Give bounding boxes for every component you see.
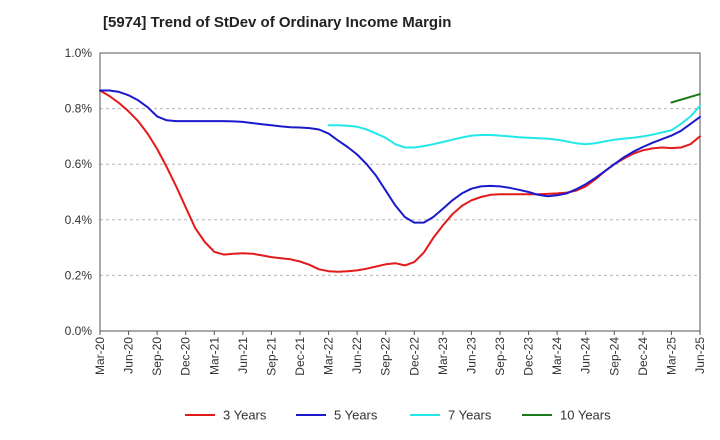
- y-tick-label: 0.8%: [65, 102, 93, 116]
- series-line-10-years: [670, 93, 701, 104]
- x-tick-label: Sep-22: [379, 337, 393, 376]
- x-tick-label: Mar-20: [93, 337, 107, 375]
- y-tick-label: 0.4%: [65, 213, 93, 227]
- x-tick-label: Sep-23: [493, 337, 507, 376]
- grid-layer: [100, 52, 700, 276]
- y-tick-label: 0.2%: [65, 268, 93, 282]
- axis-layer: 0.0% 0.2% 0.4% 0.6% 0.8% 1.0% Mar-20 Jun-20 Sep-…: [65, 46, 707, 376]
- x-tick-label: Sep-24: [607, 337, 621, 376]
- x-tick-label: Mar-24: [550, 337, 564, 375]
- x-tick-label: Jun-25: [693, 337, 707, 374]
- y-tick-label: 0.6%: [65, 157, 93, 171]
- chart-title: [5974] Trend of StDev of Ordinary Income…: [103, 14, 452, 31]
- legend-label: 5 Years: [334, 408, 378, 423]
- plot-frame: [99, 52, 701, 332]
- x-tick-label: Dec-20: [179, 337, 193, 376]
- x-tick-label: Dec-23: [522, 337, 536, 376]
- y-tick-label: 0.0%: [65, 324, 93, 338]
- y-tick-label: 1.0%: [65, 46, 93, 60]
- x-tick-label: Sep-20: [150, 337, 164, 376]
- x-tick-label: Sep-21: [264, 337, 278, 376]
- x-tick-label: Dec-22: [407, 337, 421, 376]
- legend-label: 7 Years: [448, 408, 492, 423]
- x-tick-label: Mar-22: [322, 337, 336, 375]
- legend-label: 10 Years: [560, 408, 611, 423]
- legend: 3 Years 5 Years 7 Years 10 Years: [185, 408, 611, 423]
- x-tick-label: Jun-23: [464, 337, 478, 374]
- legend-label: 3 Years: [223, 408, 267, 423]
- x-tick-label: Jun-21: [236, 337, 250, 374]
- x-tick-label: Dec-21: [293, 337, 307, 376]
- x-tick-label: Jun-20: [122, 337, 136, 374]
- x-tick-label: Mar-21: [207, 337, 221, 375]
- x-tick-label: Jun-22: [350, 337, 364, 374]
- x-tick-label: Mar-25: [664, 337, 678, 375]
- series-layer: [99, 89, 701, 273]
- x-tick-label: Mar-23: [436, 337, 450, 375]
- x-tick-label: Dec-24: [636, 337, 650, 376]
- series-line-7-years: [327, 104, 701, 149]
- x-tick-label: Jun-24: [579, 337, 593, 374]
- series-line-3-years: [99, 89, 701, 273]
- series-line-5-years: [99, 89, 701, 224]
